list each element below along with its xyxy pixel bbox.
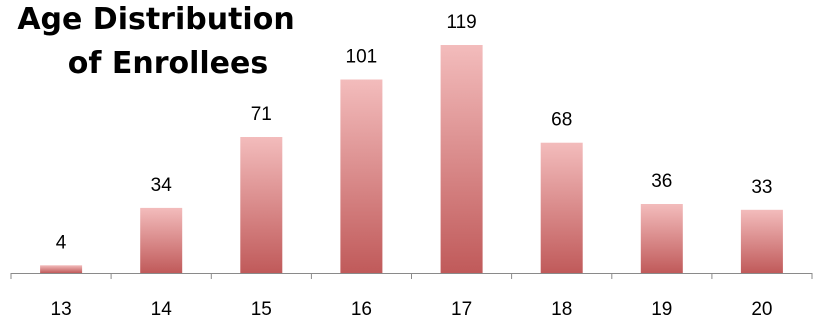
x-axis [10, 273, 813, 279]
bar-15 [240, 137, 283, 273]
tick-label-15: 15 [251, 299, 272, 320]
chart-title: Age Distribution of Enrollees [0, 0, 330, 86]
bar-16 [340, 79, 383, 273]
bar-14 [140, 207, 183, 273]
tick-label-13: 13 [51, 299, 72, 320]
bar-19 [640, 204, 683, 273]
tick-label-19: 19 [651, 299, 672, 320]
tick-labels: 13 14 15 16 17 18 19 20 [51, 299, 773, 320]
value-label-15: 71 [251, 104, 272, 125]
value-label-16: 101 [346, 47, 378, 68]
value-label-14: 34 [151, 175, 173, 196]
value-label-19: 36 [651, 171, 672, 192]
tick-label-17: 17 [451, 299, 472, 320]
tick-label-16: 16 [351, 299, 372, 320]
value-label-13: 4 [56, 232, 67, 253]
value-labels: 4 34 71 101 119 68 36 33 [56, 12, 773, 253]
value-label-17: 119 [446, 12, 476, 33]
chart-title-line2: of Enrollees [67, 46, 269, 81]
tick-label-20: 20 [751, 299, 772, 320]
bar-17 [440, 45, 483, 273]
bar-18 [540, 142, 583, 273]
bars-group [40, 45, 783, 273]
tick-label-18: 18 [551, 299, 572, 320]
bar-20 [740, 209, 783, 273]
tick-label-14: 14 [151, 299, 173, 320]
chart-title-line1: Age Distribution [17, 2, 295, 37]
value-label-18: 68 [551, 110, 572, 131]
value-label-20: 33 [751, 177, 772, 198]
bar-13 [40, 265, 83, 273]
